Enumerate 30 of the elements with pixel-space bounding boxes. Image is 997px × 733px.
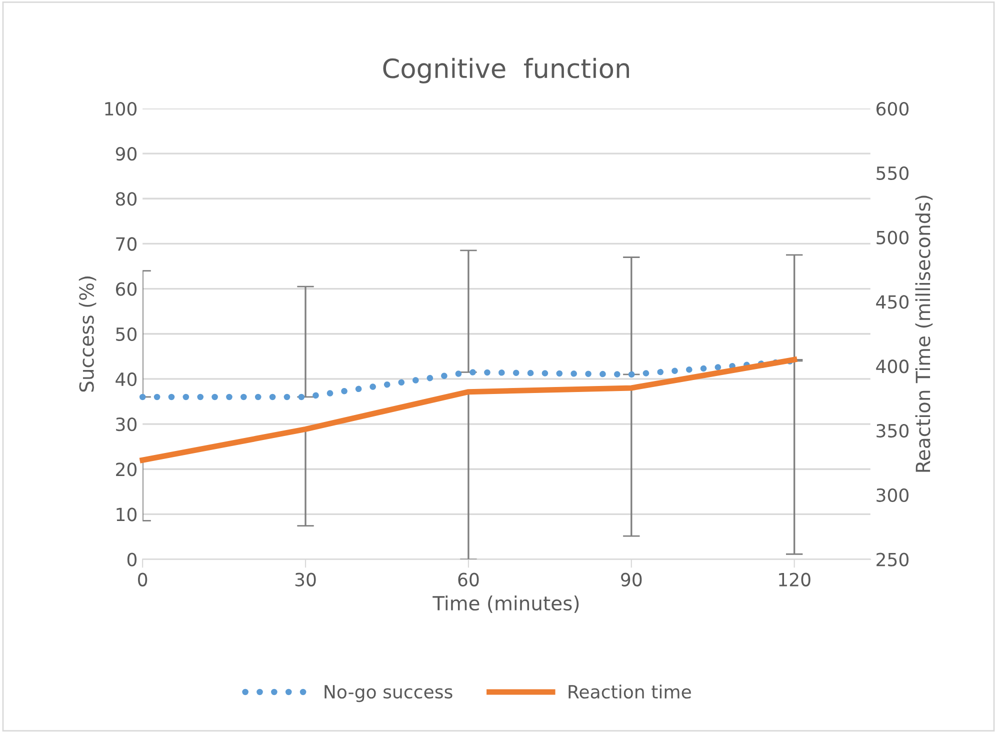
y2-axis-title: Reaction Time (milliseconds): [915, 196, 933, 472]
y2-tick-label: 400: [876, 360, 909, 374]
x-tick-label: 30: [295, 572, 316, 586]
y-tick-label: 40: [116, 372, 137, 386]
x-tick-label: 0: [138, 572, 148, 586]
y2-tick-label: 350: [876, 424, 909, 438]
x-tick-label: 90: [621, 572, 642, 586]
y-tick-label: 20: [116, 462, 137, 476]
y-tick-label: 30: [116, 418, 137, 432]
legend-label: Reaction time: [568, 684, 691, 699]
y-tick-label: 60: [116, 282, 137, 296]
x-tick-label: 120: [779, 572, 810, 586]
y2-tick-label: 450: [876, 295, 909, 309]
chart-title: Cognitive function: [383, 58, 629, 84]
y2-tick-label: 300: [876, 488, 909, 502]
y2-tick-label: 600: [876, 102, 909, 116]
legend-label: No-go success: [324, 685, 452, 702]
y2-tick-label: 500: [876, 230, 909, 244]
x-tick-label: 60: [458, 572, 479, 586]
y-tick-label: 90: [116, 147, 137, 161]
y2-tick-label: 550: [876, 166, 909, 180]
y2-tick-label: 250: [876, 552, 909, 566]
y-tick-label: 100: [105, 102, 137, 116]
y-tick-label: 80: [116, 192, 137, 206]
y-axis-title: Success (%): [78, 276, 96, 392]
x-axis-title: Time (minutes): [432, 596, 579, 613]
y-tick-label: 70: [116, 237, 137, 251]
y-tick-label: 0: [127, 552, 137, 566]
y-tick-label: 10: [116, 508, 137, 522]
y-tick-label: 50: [116, 327, 137, 341]
